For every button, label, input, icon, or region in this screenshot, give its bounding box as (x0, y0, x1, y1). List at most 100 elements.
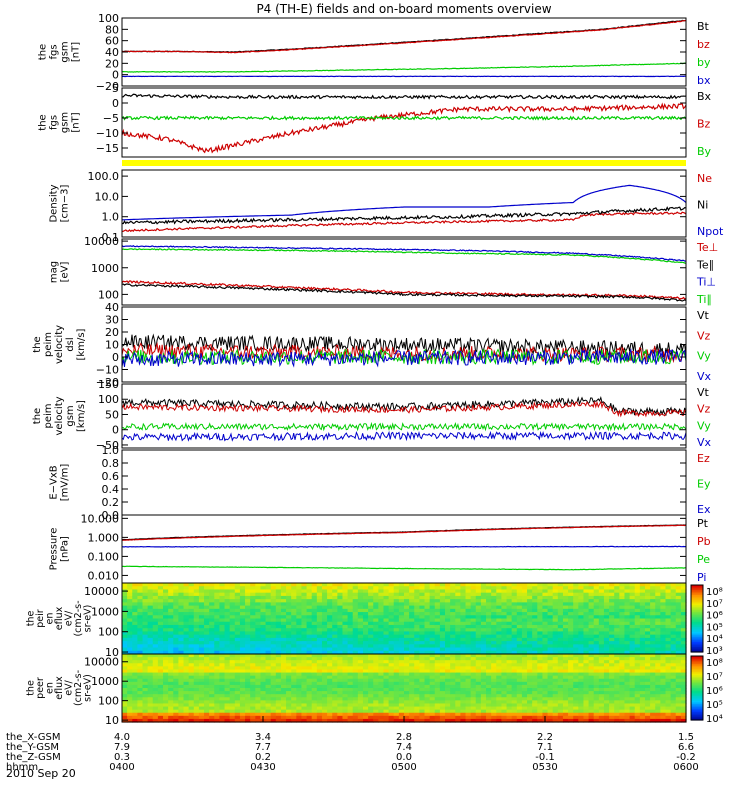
spectrogram-cell (404, 672, 410, 677)
spectrogram-cell (573, 602, 579, 607)
spectrogram-cell (373, 672, 379, 677)
spectrogram-cell (439, 691, 446, 695)
spectrogram-cell (178, 589, 185, 594)
spectrogram-cell (486, 663, 492, 667)
spectrogram-cell (260, 647, 267, 652)
spectrogram-cell (178, 605, 185, 610)
spectrogram-cell (378, 595, 385, 600)
spectrogram-cell (157, 634, 164, 639)
spectrogram-cell (475, 589, 482, 594)
spectrogram-cell (614, 634, 620, 639)
spectrogram-cell (639, 706, 646, 711)
spectrogram-cell (511, 637, 518, 642)
spectrogram-cell (634, 657, 641, 661)
colorbar-cell (691, 585, 703, 588)
spectrogram-cell (598, 672, 605, 677)
spectrogram-cell (383, 641, 390, 645)
spectrogram-cell (434, 592, 441, 597)
spectrogram-cell (383, 615, 390, 620)
spectrogram-cell (655, 654, 661, 658)
spectrogram-cell (480, 654, 487, 658)
spectrogram-cell (142, 650, 149, 655)
spectrogram-cell (137, 672, 144, 677)
spectrogram-cell (357, 592, 364, 597)
spectrogram-cell (137, 647, 144, 652)
spectrogram-cell (429, 700, 436, 705)
spectrogram-cell (537, 615, 544, 620)
spectrogram-cell (163, 599, 169, 603)
spectrogram-cell (198, 660, 205, 664)
spectrogram-cell (501, 586, 508, 591)
spectrogram-cell (393, 634, 400, 639)
spectrogram-cell (475, 599, 482, 603)
spectrogram-cell (583, 641, 590, 645)
spectrogram-cell (193, 624, 200, 629)
spectrogram-cell (445, 709, 451, 714)
spectrogram-cell (506, 612, 513, 616)
spectrogram-cell (260, 605, 267, 610)
spectrogram-cell (352, 586, 359, 591)
spectrogram-cell (373, 703, 379, 708)
spectrogram-cell (516, 688, 523, 692)
spectrogram-cell (578, 586, 585, 591)
spectrogram-cell (414, 647, 420, 652)
spectrogram-cell (234, 688, 241, 692)
colorbar-tick-label: 10⁸ (706, 587, 723, 598)
spectrogram-cell (255, 718, 262, 723)
spectrogram-cell (475, 694, 482, 698)
spectrogram-cell (578, 599, 585, 603)
spectrogram-cell (460, 631, 467, 636)
spectrogram-cell (404, 592, 410, 597)
spectrogram-cell (578, 654, 585, 658)
spectrogram-cell (337, 700, 344, 705)
spectrogram-cell (557, 605, 564, 610)
spectrogram-cell (204, 694, 210, 698)
spectrogram-cell (670, 595, 677, 600)
spectrogram-cell (316, 634, 323, 639)
spectrogram-cell (245, 715, 251, 720)
spectrogram-cell (321, 663, 328, 667)
spectrogram-cell (552, 672, 559, 677)
spectrogram-cell (465, 715, 472, 720)
spectrogram-cell (373, 628, 379, 633)
spectrogram-cell (404, 615, 410, 620)
spectrogram-cell (178, 666, 185, 671)
y-tick-label: 100 (98, 626, 119, 639)
spectrogram-cell (552, 694, 559, 698)
spectrogram-cell (680, 605, 687, 610)
spectrogram-cell (455, 672, 461, 677)
spectrogram-cell (568, 605, 574, 610)
spectrogram-cell (562, 718, 569, 723)
spectrogram-cell (424, 660, 431, 664)
spectrogram-cell (337, 631, 344, 636)
spectrogram-cell (265, 657, 272, 661)
spectrogram-cell (552, 654, 559, 658)
spectrogram-cell (542, 634, 549, 639)
spectrogram-cell (163, 712, 169, 717)
spectrogram-cell (491, 608, 497, 613)
spectrogram-cell (614, 618, 620, 623)
spectrogram-cell (578, 628, 585, 633)
spectrogram-cell (470, 624, 477, 629)
spectrogram-cell (142, 615, 149, 620)
spectrogram-cell (562, 624, 569, 629)
y-tick-label: 10000 (84, 585, 119, 598)
spectrogram-cell (506, 589, 513, 594)
spectrogram-cell (573, 715, 579, 720)
legend-bx: Bx (697, 90, 712, 103)
spectrogram-cell (147, 641, 154, 645)
spectrogram-cell (547, 592, 554, 597)
spectrogram-cell (583, 612, 590, 616)
spectrogram-cell (465, 694, 472, 698)
spectrogram-cell (568, 681, 574, 686)
spectrogram-cell (127, 634, 133, 639)
spectrogram-cell (537, 647, 544, 652)
spectrogram-cell (501, 657, 508, 661)
spectrogram-cell (352, 592, 359, 597)
spectrogram-cell (593, 675, 600, 680)
colorbar-tick-label: 10⁵ (706, 622, 723, 633)
y-tick-label: 10.000 (81, 512, 120, 525)
series-line-vx (121, 430, 687, 442)
spectrogram-cell (198, 688, 205, 692)
spectrogram-cell (301, 681, 308, 686)
